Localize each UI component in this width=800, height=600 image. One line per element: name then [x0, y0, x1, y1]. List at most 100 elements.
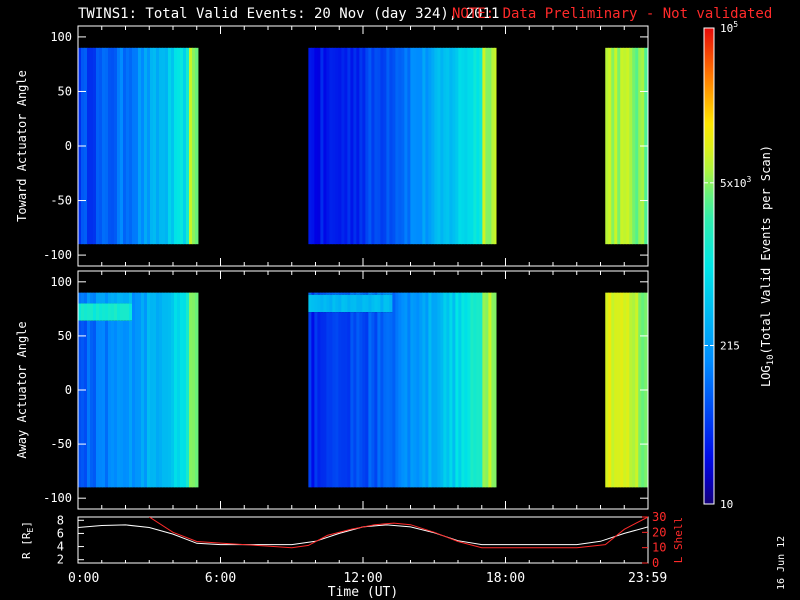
- heatmap-cell: [350, 47, 354, 245]
- heatmap-cell: [338, 312, 342, 488]
- colorbar-tick-label: 105: [720, 20, 738, 35]
- heatmap-cell: [350, 292, 354, 295]
- heatmap-cell: [350, 312, 354, 488]
- heatmap-cell: [356, 312, 360, 488]
- heatmap-cell: [620, 47, 624, 245]
- heatmap-cell: [344, 47, 348, 245]
- heatmap-cell: [99, 303, 103, 321]
- heatmap-cell: [105, 292, 109, 304]
- heatmap-cell: [482, 47, 486, 245]
- heatmap-cell: [320, 47, 324, 245]
- l-shell-tick-label: 20: [652, 525, 666, 539]
- heatmap-cell: [365, 292, 369, 295]
- heatmap-cell: [371, 312, 375, 488]
- heatmap-cell: [147, 47, 151, 245]
- colorbar-gradient-bar: [704, 28, 714, 504]
- heatmap-cell: [632, 47, 636, 245]
- orbit-panel-frame: [77, 516, 649, 564]
- heatmap-cell: [362, 294, 366, 313]
- heatmap-cell: [180, 292, 184, 488]
- heatmap-cell: [108, 320, 112, 488]
- time-axis-label: Time (UT): [328, 585, 398, 600]
- heatmap-cell: [614, 47, 618, 245]
- heatmap-cell: [467, 292, 471, 488]
- heatmap-cell: [455, 292, 459, 488]
- x-tick-label: 12:00: [343, 571, 382, 586]
- radius-axis-label: R [RE]: [20, 521, 35, 559]
- heatmap-cell: [404, 47, 408, 245]
- heatmap-cell: [344, 312, 348, 488]
- heatmap-cell: [428, 47, 432, 245]
- heatmap-cell: [317, 47, 321, 245]
- heatmap-cell: [395, 47, 399, 245]
- heatmap-cell: [102, 292, 106, 304]
- x-tick-label: 6:00: [205, 571, 236, 586]
- heatmap-cell: [81, 320, 85, 488]
- heatmap-cell: [329, 47, 333, 245]
- heatmap-cell: [93, 47, 97, 245]
- heatmap-cell: [611, 292, 615, 488]
- heatmap-cell: [347, 312, 351, 488]
- heatmap-cell: [446, 47, 450, 245]
- heatmap-cell: [461, 47, 465, 245]
- heatmap-cell: [371, 294, 375, 313]
- heatmap-cell: [135, 47, 139, 245]
- heatmap-cell: [407, 292, 411, 488]
- heatmap-cell: [123, 292, 127, 304]
- heatmap-cell: [608, 47, 612, 245]
- heatmap-cell: [380, 294, 384, 313]
- heatmap-cell: [332, 294, 336, 313]
- heatmap-cell: [635, 47, 639, 245]
- heatmap-cell: [635, 292, 639, 488]
- heatmap-cell: [401, 47, 405, 245]
- heatmap-cell: [485, 47, 489, 245]
- heatmap-cell: [108, 47, 112, 245]
- heatmap-cell: [440, 47, 444, 245]
- heatmap-cell: [78, 320, 82, 488]
- heatmap-cell: [398, 47, 402, 245]
- heatmap-cell: [323, 312, 327, 488]
- heatmap-cell: [123, 47, 127, 245]
- heatmap-cell: [434, 292, 438, 488]
- heatmap-cell: [359, 312, 363, 488]
- heatmap-cell: [114, 47, 118, 245]
- heatmap-cell: [347, 294, 351, 313]
- heatmap-cell: [189, 292, 193, 488]
- colorbar-ticks: 105 5x103 215 10: [704, 20, 752, 511]
- heatmap-cell: [383, 292, 387, 295]
- heatmap-cell: [389, 294, 393, 313]
- heatmap-cell: [359, 292, 363, 295]
- y-tick-label: 50: [58, 84, 72, 98]
- y-tick-label: 100: [50, 275, 72, 289]
- heatmap-cell: [311, 294, 315, 313]
- heatmap-cell: [317, 294, 321, 313]
- y-tick-label: 0: [65, 383, 72, 397]
- heatmap-cell: [458, 47, 462, 245]
- heatmap-cell: [362, 47, 366, 245]
- heatmap-cell: [93, 303, 97, 321]
- heatmap-cell: [464, 47, 468, 245]
- heatmap-cell: [491, 47, 495, 245]
- heatmap-cell: [368, 312, 372, 488]
- heatmap-cell: [344, 294, 348, 313]
- heatmap-cell: [485, 292, 489, 488]
- heatmap-cell: [159, 47, 163, 245]
- heatmap-cell: [317, 312, 321, 488]
- heatmap-cell: [413, 47, 417, 245]
- heatmap-cell: [171, 47, 175, 245]
- y-tick-label: -100: [43, 248, 72, 262]
- heatmap-cell: [93, 292, 97, 304]
- heatmap-cell: [410, 292, 414, 488]
- heatmap-cell: [368, 294, 372, 313]
- heatmap-cell: [383, 312, 387, 488]
- heatmap-cell: [96, 47, 100, 245]
- heatmap-cell: [308, 47, 312, 245]
- heatmap-cell: [410, 47, 414, 245]
- heatmap-cell: [626, 292, 630, 488]
- y-tick-label: -50: [50, 194, 72, 208]
- heatmap-cell: [479, 292, 483, 488]
- heatmap-cell: [389, 47, 393, 245]
- heatmap-cell: [608, 292, 612, 488]
- heatmap-cell: [156, 47, 160, 245]
- heatmap-cell: [365, 47, 369, 245]
